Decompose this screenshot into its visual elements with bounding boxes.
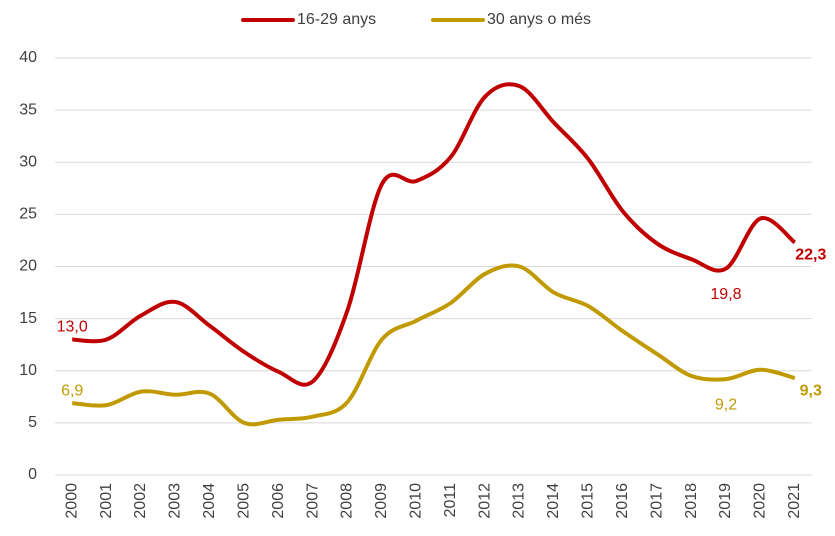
y-tick-label: 10 <box>19 362 37 379</box>
data-label: 6,9 <box>61 382 83 399</box>
x-tick-label: 2009 <box>373 483 390 519</box>
x-tick-label: 2019 <box>717 483 734 519</box>
legend-label: 30 anys o més <box>487 11 591 28</box>
x-tick-label: 2002 <box>132 483 149 519</box>
x-tick-label: 2016 <box>614 483 631 519</box>
x-tick-label: 2008 <box>339 483 356 519</box>
x-tick-label: 2010 <box>408 483 425 519</box>
x-tick-label: 2013 <box>511 483 528 519</box>
y-tick-label: 5 <box>28 414 37 431</box>
line <box>72 82 797 387</box>
y-tick-label: 40 <box>19 49 37 66</box>
y-tick-label: 25 <box>19 206 37 223</box>
x-tick-label: 2021 <box>786 483 803 519</box>
x-tick-label: 2005 <box>235 483 252 519</box>
x-tick-label: 2000 <box>63 483 80 519</box>
x-tick-label: 2001 <box>98 483 115 519</box>
y-tick-label: 20 <box>19 258 37 275</box>
x-tick-label: 2020 <box>752 483 769 519</box>
y-tick-label: 0 <box>28 466 37 483</box>
y-tick-label: 30 <box>19 153 37 170</box>
x-tick-label: 2015 <box>580 483 597 519</box>
x-tick-label: 2014 <box>545 483 562 519</box>
y-tick-label: 35 <box>19 101 37 118</box>
x-tick-label: 2003 <box>167 483 184 519</box>
data-label: 9,2 <box>715 396 737 413</box>
data-label: 13,0 <box>57 319 88 336</box>
y-tick-label: 15 <box>19 310 37 327</box>
x-tick-label: 2007 <box>304 483 321 519</box>
x-tick-label: 2006 <box>270 483 287 519</box>
x-tick-label: 2004 <box>201 483 218 519</box>
x-tick-label: 2018 <box>683 483 700 519</box>
data-label: 19,8 <box>710 286 741 303</box>
line <box>72 263 796 427</box>
legend-label: 16-29 anys <box>297 11 376 28</box>
x-tick-label: 2017 <box>648 483 665 519</box>
x-tick-label: 2012 <box>476 483 493 519</box>
x-tick-label: 2011 <box>442 483 459 518</box>
data-label: 9,3 <box>800 382 822 399</box>
data-label: 22,3 <box>795 247 826 264</box>
